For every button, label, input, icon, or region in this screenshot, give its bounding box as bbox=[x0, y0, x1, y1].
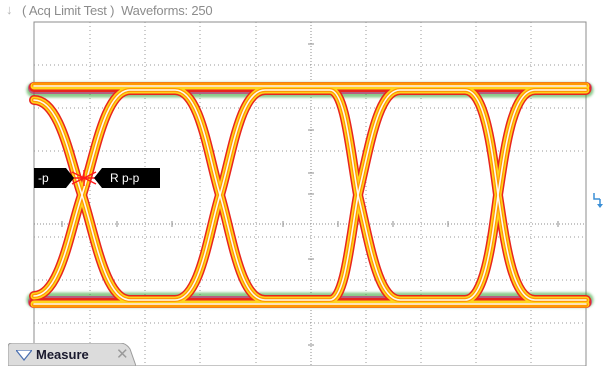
acquisition-status-text: ( Acq Limit Test ) Waveforms: 250 bbox=[22, 3, 213, 18]
marker-arrow-left-icon bbox=[94, 168, 102, 188]
measure-tab-shape bbox=[8, 343, 136, 366]
crossing-cursor[interactable] bbox=[70, 170, 98, 186]
marker-arrow-right-icon bbox=[66, 168, 74, 188]
measurement-marker-right[interactable]: R p-p bbox=[94, 168, 160, 188]
close-icon[interactable]: ✕ bbox=[116, 346, 129, 363]
measure-tab-label: Measure bbox=[36, 347, 89, 362]
marker-left-label: -p bbox=[38, 171, 49, 185]
measurement-marker-left[interactable]: -p bbox=[34, 168, 74, 188]
measure-tab[interactable]: Measure ✕ bbox=[8, 343, 136, 366]
acquisition-status-bar: ↓ ( Acq Limit Test ) Waveforms: 250 bbox=[0, 0, 605, 22]
graticule-border bbox=[33, 21, 587, 366]
scale-reset-icon[interactable] bbox=[591, 191, 603, 209]
graticule-grid bbox=[34, 22, 586, 366]
triangle-down-icon[interactable] bbox=[16, 350, 32, 361]
eye-traces bbox=[26, 82, 594, 308]
marker-right-label: R p-p bbox=[110, 171, 140, 185]
down-arrow-icon: ↓ bbox=[6, 2, 13, 17]
